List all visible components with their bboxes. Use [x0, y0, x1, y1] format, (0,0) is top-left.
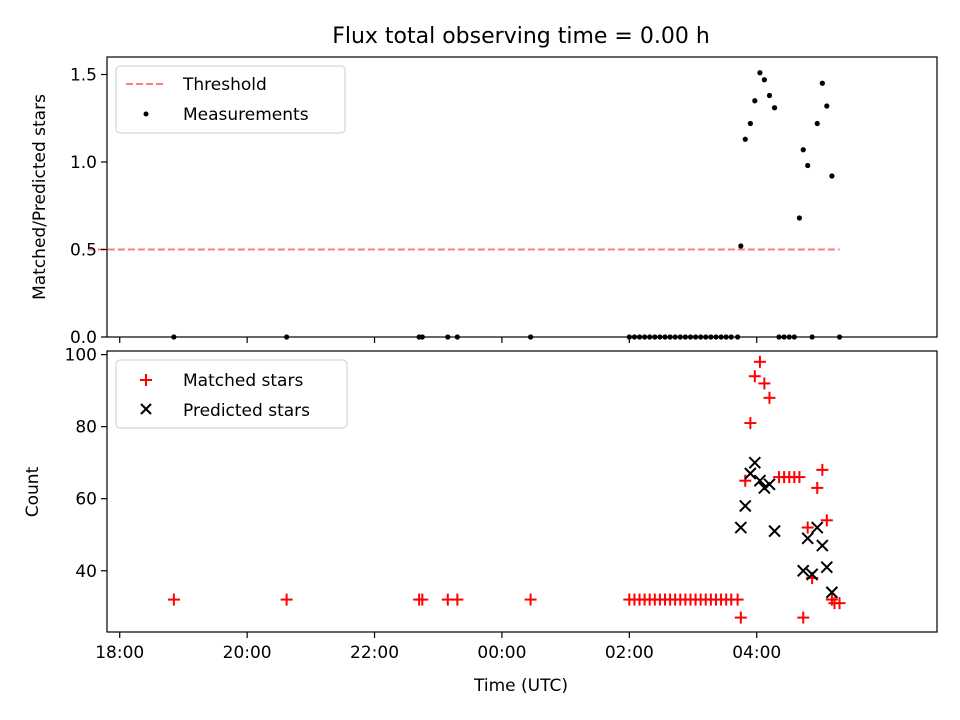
matched-star-point	[451, 593, 464, 606]
legend-matched-swatch	[140, 374, 152, 386]
matched-star-point	[731, 593, 744, 606]
matched-star-point	[416, 593, 429, 606]
measurement-point	[742, 136, 748, 142]
predicted-star-point	[811, 521, 824, 534]
matched-star-point	[816, 463, 829, 476]
matched-star-point	[833, 597, 846, 610]
predicted-star-point	[748, 456, 762, 469]
ratio-legend-box	[115, 65, 346, 134]
count-xtick-label: 20:00	[223, 643, 272, 663]
matched-star-point	[801, 521, 814, 534]
predicted-star-point	[801, 532, 814, 545]
measurement-point	[747, 120, 753, 127]
measurement-point	[796, 215, 803, 221]
measurement-point	[805, 162, 811, 169]
measurement-point	[766, 92, 773, 99]
matched-star-point	[739, 474, 752, 487]
ratio-ylabel: Matched/Predicted stars	[30, 94, 50, 300]
predicted-star-point	[768, 524, 781, 538]
measurement-point	[761, 77, 767, 83]
predicted-star-point	[739, 499, 752, 513]
legend-measurements-label: Measurements	[183, 105, 309, 125]
ratio-legend: Threshold Measurements	[115, 65, 346, 134]
count-xtick-label: 00:00	[477, 643, 526, 663]
count-legend-box	[115, 359, 348, 429]
measurement-point	[824, 103, 830, 109]
predicted-star-point	[816, 539, 829, 552]
measurement-point	[814, 120, 820, 127]
legend-predicted-label: Predicted stars	[183, 401, 310, 421]
measurement-point	[738, 243, 744, 249]
matched-star-point	[524, 593, 537, 606]
ratio-ytick-label: 0.0	[70, 328, 97, 348]
matched-star-point	[753, 355, 766, 368]
legend-threshold-label: Threshold	[182, 75, 267, 95]
predicted-star-point	[734, 521, 748, 534]
count-xtick-label: 04:00	[732, 643, 781, 663]
measurement-point	[829, 173, 835, 179]
legend-measurements-swatch	[143, 111, 149, 117]
predicted-star-point	[744, 467, 757, 480]
matched-star-point	[734, 611, 747, 624]
matched-star-point	[748, 370, 761, 383]
predicted-star-point	[763, 478, 776, 491]
count-plot-frame	[106, 350, 938, 633]
ratio-ytick-label: 0.5	[70, 241, 97, 261]
ratio-ytick-label: 1.0	[70, 153, 97, 173]
legend-predicted-swatch	[140, 403, 152, 415]
matched-star-point	[820, 514, 833, 527]
matched-star-point	[744, 417, 757, 430]
count-plot: 18:00 20:00 22:00 00:00 02:00 04:00 40 60 80 100…	[23, 346, 938, 696]
matched-star-point	[167, 593, 180, 606]
predicted-star-point	[797, 564, 810, 577]
count-ytick-label: 60	[75, 490, 97, 510]
predicted-star-point	[825, 586, 839, 599]
count-xtick-label: 02:00	[605, 643, 654, 663]
measurement-point	[771, 105, 778, 111]
matched-star-point	[280, 593, 293, 606]
matched-star-point	[763, 391, 776, 404]
predicted-star-point	[805, 568, 819, 581]
matched-star-point	[811, 481, 824, 494]
matched-star-point	[797, 611, 810, 624]
ratio-plot: 0.0 0.5 1.0 1.5 Matched/Predicted stars Thr…	[30, 56, 938, 348]
predicted-star-point	[753, 474, 767, 487]
count-legend: Matched stars Predicted stars	[115, 359, 348, 429]
predicted-star-point	[820, 560, 834, 574]
matched-star-point	[758, 377, 771, 390]
count-xlabel: Time (UTC)	[473, 676, 568, 696]
ratio-plot-frame	[106, 56, 938, 338]
measurement-point	[757, 70, 763, 76]
measurement-point	[800, 147, 806, 153]
measurement-point	[819, 80, 825, 86]
count-ytick-label: 80	[75, 418, 97, 438]
legend-matched-label: Matched stars	[183, 371, 303, 391]
count-xtick-label: 18:00	[95, 643, 144, 663]
count-ytick-label: 40	[75, 562, 97, 582]
count-xtick-label: 22:00	[350, 643, 399, 663]
matched-star-point	[793, 471, 806, 484]
ratio-ytick-label: 1.5	[70, 66, 97, 86]
count-ytick-label: 100	[65, 346, 97, 366]
chart-title: Flux total observing time = 0.00 h	[332, 24, 710, 49]
count-ylabel: Count	[23, 466, 43, 517]
measurement-point	[752, 98, 758, 104]
